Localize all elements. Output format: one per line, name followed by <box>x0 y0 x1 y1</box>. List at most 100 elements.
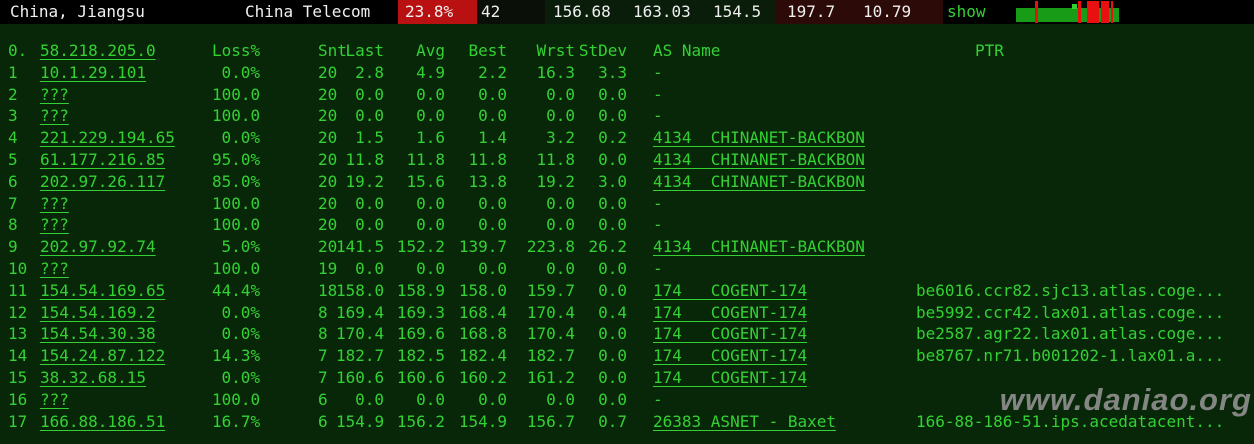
host-cell[interactable]: ??? <box>40 106 69 126</box>
header-loss: Loss% <box>212 41 261 60</box>
host-cell[interactable]: ??? <box>40 389 69 409</box>
asn-cell[interactable]: 174 COGENT-174 <box>653 302 808 322</box>
latency-stats-bg <box>545 0 775 24</box>
stdev-cell: 0.2 <box>598 128 627 148</box>
table-row: 6 202.97.26.117 85.0% 20 19.2 15.6 13.8 19.2 3.0… <box>0 171 1254 193</box>
asn-cell[interactable]: 174 COGENT-174 <box>653 280 808 300</box>
snt-cell: 20 <box>318 237 338 257</box>
best-cell: 160.2 <box>458 367 507 387</box>
asn-cell[interactable]: 174 COGENT-174 <box>653 346 808 366</box>
show-link[interactable]: show <box>947 2 986 21</box>
asn-cell[interactable]: 4134 CHINANET-BACKBON <box>653 237 865 257</box>
last-cell: 160.6 <box>336 367 385 387</box>
last-cell: 0.0 <box>355 106 384 126</box>
host-cell[interactable]: 166.88.186.51 <box>40 411 166 431</box>
host-cell[interactable]: 154.54.169.2 <box>40 302 156 322</box>
table-row: 5 61.177.216.85 95.0% 20 11.8 11.8 11.8 11.8 0.0… <box>0 149 1254 171</box>
best-cell: 158.0 <box>458 280 507 300</box>
stdev-cell: 0.0 <box>598 84 627 104</box>
loss-cell: 0.0% <box>221 128 260 148</box>
snt-cell: 20 <box>318 84 338 104</box>
host-cell[interactable]: ??? <box>40 193 69 213</box>
snt-cell: 8 <box>318 302 328 322</box>
host-cell[interactable]: 38.32.68.15 <box>40 367 146 387</box>
snt-cell: 8 <box>318 324 328 344</box>
ptr-cell: be2587.agr22.lax01.atlas.coge... <box>916 324 1225 344</box>
snt-cell: 7 <box>318 346 328 366</box>
stdev-cell: 0.0 <box>598 389 627 409</box>
summary-bar: China, Jiangsu China Telecom 23.8% 42 15… <box>0 0 1254 24</box>
asn-cell[interactable]: 4134 CHINANET-BACKBON <box>653 128 865 148</box>
stdev-cell: 0.0 <box>598 280 627 300</box>
table-row: 15 38.32.68.15 0.0% 7 160.6 160.6 160.2 161.2 0.… <box>0 367 1254 389</box>
snt-cell: 7 <box>318 367 328 387</box>
hop-cell: 8 <box>8 215 18 235</box>
header-ptr: PTR <box>975 41 1004 60</box>
host-cell[interactable]: 154.54.30.38 <box>40 324 156 344</box>
asn-cell: - <box>653 258 663 278</box>
summary-snt: 42 <box>481 2 501 21</box>
hop-cell: 13 <box>8 324 28 344</box>
table-row: 8??? 100.0 20 0.0 0.0 0.0 0.0 0.0 - <box>0 214 1254 236</box>
avg-cell: 0.0 <box>416 258 445 278</box>
loss-cell: 0.0% <box>221 324 260 344</box>
best-cell: 168.8 <box>458 324 507 344</box>
host-cell[interactable]: 154.24.87.122 <box>40 346 166 366</box>
snt-cell: 19 <box>318 258 338 278</box>
asn-cell: - <box>653 389 663 409</box>
best-cell: 2.2 <box>478 62 507 82</box>
avg-cell: 160.6 <box>396 367 445 387</box>
asn-cell[interactable]: 4134 CHINANET-BACKBON <box>653 149 865 169</box>
graph-loss-mark <box>1111 1 1113 23</box>
host-cell[interactable]: 202.97.92.74 <box>40 237 156 257</box>
stdev-cell: 0.0 <box>598 367 627 387</box>
asn-cell: - <box>653 215 663 235</box>
host-cell[interactable]: ??? <box>40 258 69 278</box>
asn-cell[interactable]: 4134 CHINANET-BACKBON <box>653 171 865 191</box>
host-cell[interactable]: ??? <box>40 215 69 235</box>
ptr-cell: 166-88-186-51.ips.acedatacent... <box>916 411 1225 431</box>
host-cell[interactable]: 61.177.216.85 <box>40 149 166 169</box>
header-best: Best <box>468 41 507 60</box>
wrst-cell: 3.2 <box>546 128 575 148</box>
stdev-cell: 0.0 <box>598 193 627 213</box>
asn-cell[interactable]: 174 COGENT-174 <box>653 324 808 344</box>
last-cell: 0.0 <box>355 215 384 235</box>
header-wrst: Wrst <box>536 41 575 60</box>
host-cell[interactable]: 202.97.26.117 <box>40 171 166 191</box>
best-cell: 11.8 <box>468 149 507 169</box>
avg-cell: 15.6 <box>406 171 445 191</box>
avg-cell: 169.6 <box>396 324 445 344</box>
last-cell: 11.8 <box>345 149 384 169</box>
host-cell[interactable]: 154.54.169.65 <box>40 280 166 300</box>
loss-cell: 0.0% <box>221 302 260 322</box>
host-cell[interactable]: 221.229.194.65 <box>40 128 175 148</box>
header-target-ip[interactable]: 58.218.205.0 <box>40 41 156 60</box>
asn-cell[interactable]: 174 COGENT-174 <box>653 367 808 387</box>
graph-loss-mark <box>1035 1 1038 23</box>
summary-stat-1: 156.68 <box>553 2 611 21</box>
table-row: 9 202.97.92.74 5.0% 20 141.5 152.2 139.7 223.8 2… <box>0 236 1254 258</box>
last-cell: 19.2 <box>345 171 384 191</box>
stdev-cell: 0.0 <box>598 258 627 278</box>
host-cell[interactable]: 10.1.29.101 <box>40 62 146 82</box>
wrst-cell: 170.4 <box>526 324 575 344</box>
hop-cell: 5 <box>8 149 18 169</box>
table-row: 7??? 100.0 20 0.0 0.0 0.0 0.0 0.0 - <box>0 193 1254 215</box>
last-cell: 158.0 <box>336 280 385 300</box>
snt-cell: 6 <box>318 411 328 431</box>
header-snt: Snt <box>318 41 347 60</box>
table-row: 16??? 100.0 6 0.0 0.0 0.0 0.0 0.0 - <box>0 389 1254 411</box>
hop-cell: 6 <box>8 171 18 191</box>
best-cell: 0.0 <box>478 106 507 126</box>
asn-cell[interactable]: 26383 ASNET - Baxet <box>653 411 837 431</box>
table-row: 13 154.54.30.38 0.0% 8 170.4 169.6 168.8 170.4 0… <box>0 323 1254 345</box>
snt-cell: 20 <box>318 215 338 235</box>
ptr-cell: be8767.nr71.b001202-1.lax01.a... <box>916 346 1225 366</box>
best-cell: 0.0 <box>478 389 507 409</box>
best-cell: 139.7 <box>458 237 507 257</box>
hop-cell: 1 <box>8 62 18 82</box>
last-cell: 0.0 <box>355 389 384 409</box>
snt-cell: 20 <box>318 193 338 213</box>
host-cell[interactable]: ??? <box>40 84 69 104</box>
